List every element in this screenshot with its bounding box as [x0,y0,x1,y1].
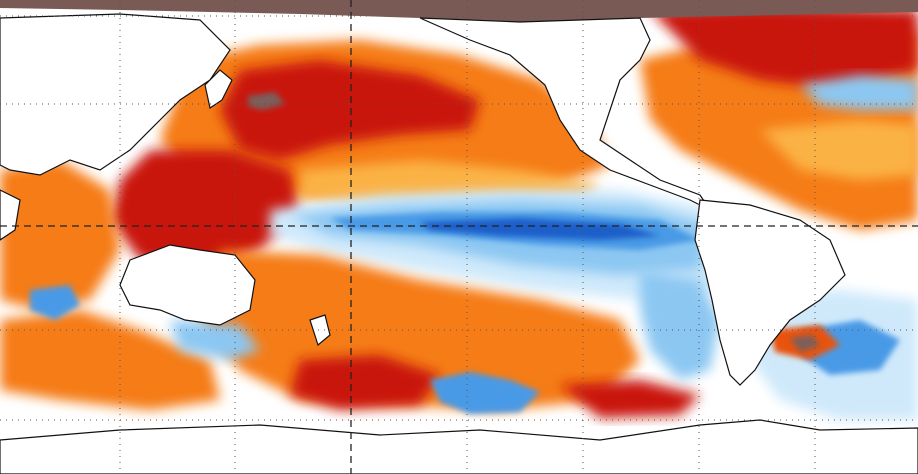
cool-anomaly-labrador [800,75,918,110]
australia-landmass [119,244,256,326]
warm-anomaly-subtropical-atlantic [760,120,918,180]
japan-islands [204,69,233,109]
asia-landmass [0,13,231,176]
cool-anomaly-equatorial-core [420,218,660,240]
warm-anomaly-southeast-pacific [560,380,700,418]
extreme-anomaly-patch-south-atlantic [790,335,820,352]
new-zealand-islands [309,314,331,347]
warm-anomaly-gulf-stream [650,5,918,90]
warm-anomaly-kuroshio [220,60,480,160]
warm-anomaly-southern-indian [0,310,220,410]
cool-anomaly-peru-coast [640,270,720,380]
anomaly-field [0,0,918,420]
antarctica-landmass [0,419,918,474]
warm-anomaly-south-pacific-core [290,355,440,410]
land-masses [0,13,918,474]
africa-eastern-tip [0,189,21,241]
warm-anomaly-west-pacific [110,150,300,270]
cool-anomaly-south-pacific-patch [430,372,540,414]
arctic-sea-ice-region [0,0,918,22]
warm-anomaly-indian-ocean [0,160,120,310]
cool-anomaly-indian-patch [30,285,80,320]
south-america-landmass [694,199,846,386]
extreme-anomaly-patch-north-pacific [248,92,285,110]
north-america-landmass [419,17,712,212]
